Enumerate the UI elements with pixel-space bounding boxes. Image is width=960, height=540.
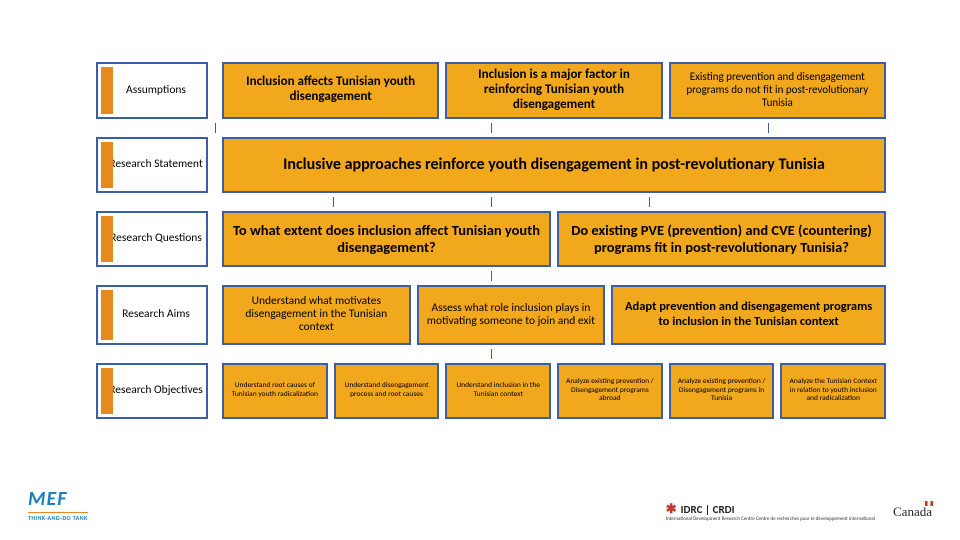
- assumption-cell: Inclusion affects Tunisian youth disenga…: [222, 62, 439, 119]
- logo-idrc: ✱ IDRC | CRDI International Development R…: [666, 502, 875, 523]
- logo-mef: MEF THINK-AND-DO TANK: [28, 487, 88, 522]
- assumption-cell: Inclusion is a major factor in reinforci…: [445, 62, 662, 119]
- question-cell: To what extent does inclusion affect Tun…: [222, 211, 551, 267]
- aim-cell: Assess what role inclusion plays in moti…: [417, 285, 606, 345]
- label-text: Research Questions: [102, 232, 202, 246]
- row-label-objectives: Research Objectives: [96, 363, 208, 419]
- row-content: To what extent does inclusion affect Tun…: [222, 211, 886, 267]
- objective-cell: Analyze existing prevention / Disengagem…: [669, 363, 775, 419]
- row-content: Understand root causes of Tunisian youth…: [222, 363, 886, 419]
- row-content: Inclusion affects Tunisian youth disenga…: [222, 62, 886, 119]
- row-assumptions: Assumptions Inclusion affects Tunisian y…: [96, 62, 886, 119]
- label-text: Research Objectives: [101, 384, 203, 398]
- idrc-star-icon: ✱: [666, 502, 677, 517]
- footer: MEF THINK-AND-DO TANK ✱ IDRC | CRDI Inter…: [28, 488, 932, 522]
- logo-canada: Canada: [893, 504, 932, 520]
- objective-cell: Understand inclusion in the Tunisian con…: [445, 363, 551, 419]
- row-content: Understand what motivates disengagement …: [222, 285, 886, 345]
- idrc-brand: IDRC | CRDI: [681, 503, 735, 516]
- label-text: Research Aims: [114, 308, 190, 322]
- row-label-questions: Research Questions: [96, 211, 208, 267]
- aim-cell: Adapt prevention and disengagement progr…: [611, 285, 886, 345]
- row-content: Inclusive approaches reinforce youth dis…: [222, 137, 886, 193]
- idrc-sub: International Development Research Centr…: [666, 517, 875, 523]
- objective-cell: Analyze existing prevention / Disengagem…: [557, 363, 663, 419]
- statement-cell: Inclusive approaches reinforce youth dis…: [222, 137, 886, 193]
- row-label-statement: Research Statement: [96, 137, 208, 193]
- row-label-assumptions: Assumptions: [96, 62, 208, 119]
- logo-right-group: ✱ IDRC | CRDI International Development R…: [666, 502, 932, 523]
- assumption-cell: Existing prevention and disengagement pr…: [669, 62, 886, 119]
- question-cell: Do existing PVE (prevention) and CVE (co…: [557, 211, 886, 267]
- row-questions: Research Questions To what extent does i…: [96, 211, 886, 267]
- row-label-aims: Research Aims: [96, 285, 208, 345]
- framework-diagram: Assumptions Inclusion affects Tunisian y…: [96, 62, 886, 437]
- objective-cell: Analyze the Tunisian Context in relation…: [780, 363, 886, 419]
- objective-cell: Understand root causes of Tunisian youth…: [222, 363, 328, 419]
- mef-tagline: THINK-AND-DO TANK: [28, 512, 88, 522]
- row-aims: Research Aims Understand what motivates …: [96, 285, 886, 345]
- mef-name: MEF: [28, 487, 67, 511]
- label-text: Research Statement: [101, 158, 202, 172]
- label-text: Assumptions: [118, 84, 186, 98]
- row-objectives: Research Objectives Understand root caus…: [96, 363, 886, 419]
- objective-cell: Understand disengagement process and roo…: [334, 363, 440, 419]
- row-statement: Research Statement Inclusive approaches …: [96, 137, 886, 193]
- aim-cell: Understand what motivates disengagement …: [222, 285, 411, 345]
